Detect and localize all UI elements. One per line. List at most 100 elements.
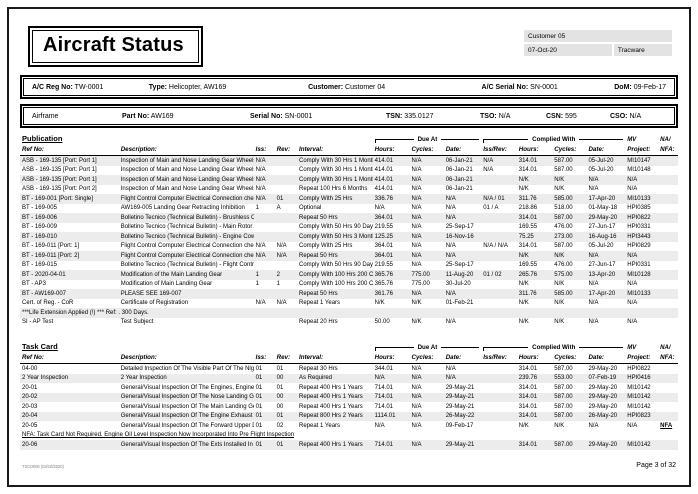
tsn-field: TSN: 335.0127 xyxy=(386,113,480,120)
table-cell: 365.76 xyxy=(374,281,394,287)
table-cell: 20-05 xyxy=(22,422,38,429)
table-cell: 01 / A xyxy=(483,205,499,211)
table-cell: 07-Feb-19 xyxy=(588,375,617,381)
table-row: 20-05 General/Visual Inspection Of The Fo… xyxy=(20,421,678,431)
table-row: SI - AP Test Test Subject Repeat 20 Hrs 50.… xyxy=(20,318,678,328)
table-cell: N/K xyxy=(518,281,529,287)
table-cell: MI10142 xyxy=(627,403,651,410)
table-cell: 13-Apr-20 xyxy=(588,271,616,278)
table-cell xyxy=(275,213,297,223)
table-cell: 29-May-20 xyxy=(588,214,618,221)
table-cell: 314.01 xyxy=(518,365,538,372)
table-cell: N/A xyxy=(445,214,456,221)
table-cell: Repeat 50 Hrs xyxy=(299,290,338,297)
serial-no-value: SN-0001 xyxy=(530,83,558,91)
table-cell: BT - AW169-007 xyxy=(22,290,67,297)
table-cell: BT - 169-009 xyxy=(22,224,57,230)
table-cell: Comply With 50 Hrs 3 Month xyxy=(299,233,373,240)
report-header: Aircraft Status Customer 05 07-Oct-20 Tr… xyxy=(28,26,672,67)
table-cell xyxy=(658,383,678,393)
table-cell xyxy=(481,412,517,422)
table-cell: 25-Sep-17 xyxy=(445,224,474,230)
table-cell: N/A xyxy=(374,205,385,211)
table-cell: 02 xyxy=(276,422,284,429)
tsn-value: 335.0127 xyxy=(404,112,434,120)
table-cell: 587.00 xyxy=(554,403,573,410)
table-cell: 20-01 xyxy=(22,384,38,391)
customer-label: Customer: xyxy=(308,83,344,91)
table-cell: HPI0331 xyxy=(627,224,651,230)
table-row: Cert. of Reg. - CoR Certificate of Regist… xyxy=(20,299,678,309)
table-cell: 219.55 xyxy=(374,262,394,268)
table-cell: Comply With 30 Hrs 1 Month xyxy=(299,157,373,164)
table-cell: Comply With 100 Hrs 200 Cy xyxy=(299,281,373,287)
table-cell: N/A xyxy=(411,441,422,448)
table-cell: N/A xyxy=(255,186,266,192)
table-cell: A xyxy=(276,205,281,211)
table-cell xyxy=(658,440,678,450)
table-cell: 311.76 xyxy=(518,290,537,297)
table-cell: N/K xyxy=(554,300,565,306)
table-cell xyxy=(481,280,517,290)
table-row: BT - AW169-007 PLEASE SEE 169-007 Repeat 5… xyxy=(20,289,678,299)
customer-value: Customer 04 xyxy=(345,83,386,91)
table-cell: 17-Apr-20 xyxy=(588,290,616,297)
table-row: BT - 169-015 Bolletino Tecnico (Technical… xyxy=(20,261,678,271)
table-cell: 1 xyxy=(255,281,259,287)
table-cell: Inspection of Main and Nose Landing Gear… xyxy=(120,157,254,164)
table-cell: Repeat 400 Hrs 1 Years xyxy=(299,394,363,400)
table-cell: 775.00 xyxy=(411,271,430,278)
table-row: ASB - 169-135 [Port: Port 2] Inspection o… xyxy=(20,185,678,195)
table-row: BT - 169-001 [Port: Single] Flight Contro… xyxy=(20,194,678,204)
col-cw-date: Date: xyxy=(586,145,626,156)
table-cell: 06-Jan-21 xyxy=(445,186,473,192)
table-cell: MI10142 xyxy=(627,441,651,448)
table-cell: 09-Feb-17 xyxy=(445,422,474,429)
note-text: ***Life Extension Applied (!) *** Ref: .… xyxy=(22,309,149,316)
col-interval: Interval: xyxy=(297,145,373,156)
table-cell: 06-Jan-21 xyxy=(445,157,473,164)
table-cell: 344.01 xyxy=(374,365,394,372)
table-cell: 16-Aug-16 xyxy=(588,233,617,240)
table-cell: N/A xyxy=(411,422,422,429)
serial-no-field: A/C Serial No: SN-0001 xyxy=(482,84,615,91)
table-cell: Bolletino Tecnico (Technical Bulletin) -… xyxy=(120,262,254,268)
col-description: Description: xyxy=(118,145,254,156)
reg-no-field: A/C Reg No: TW-0001 xyxy=(32,84,149,91)
meta-app-name: Tracware xyxy=(613,44,672,56)
table-cell: N/A xyxy=(411,365,422,372)
table-cell xyxy=(658,270,678,280)
table-cell: N/K xyxy=(411,300,422,306)
table-cell: Repeat 400 Hrs 1 Years xyxy=(299,441,363,448)
table-cell: N/A xyxy=(276,243,287,249)
table-cell xyxy=(658,213,678,223)
customer-field: Customer: Customer 04 xyxy=(308,84,481,91)
table-cell xyxy=(275,318,297,328)
table-cell xyxy=(481,374,517,384)
table-cell: 314.01 xyxy=(518,403,538,410)
col-iss: Iss: xyxy=(253,145,275,156)
table-cell: N/A xyxy=(445,365,456,372)
table-cell xyxy=(481,261,517,271)
table-row: BT - 169-009 Bolletino Tecnico (Technical… xyxy=(20,223,678,233)
table-cell: 414.01 xyxy=(374,186,394,192)
table-cell: 01 xyxy=(255,422,263,429)
csn-value: 595 xyxy=(565,112,577,120)
publication-table: Publication Due At Complied With MV NA/ … xyxy=(20,133,678,327)
table-row: BT - 2020-04-01 Modification of the Main … xyxy=(20,270,678,280)
table-cell: N/A xyxy=(411,205,422,211)
table-cell: N/A xyxy=(411,394,422,400)
table-cell: BT - 169-006 xyxy=(22,214,57,221)
group-header-row: Publication Due At Complied With MV NA/ xyxy=(20,133,678,145)
table-cell: N/A xyxy=(445,195,456,202)
table-cell: N/A xyxy=(627,186,638,192)
table-cell: ASB - 169-135 [Port: Port 1] xyxy=(22,157,97,164)
tso-value: N/A xyxy=(498,112,511,120)
col-nfa: NFA: xyxy=(658,145,678,156)
table-cell: 27-Jun-17 xyxy=(588,262,616,268)
table-cell xyxy=(658,204,678,214)
table-cell: N/A xyxy=(445,375,456,381)
tsn-label: TSN: xyxy=(386,112,403,120)
table-cell: Bolletino Tecnico (Technical Bulletin) -… xyxy=(120,214,254,221)
